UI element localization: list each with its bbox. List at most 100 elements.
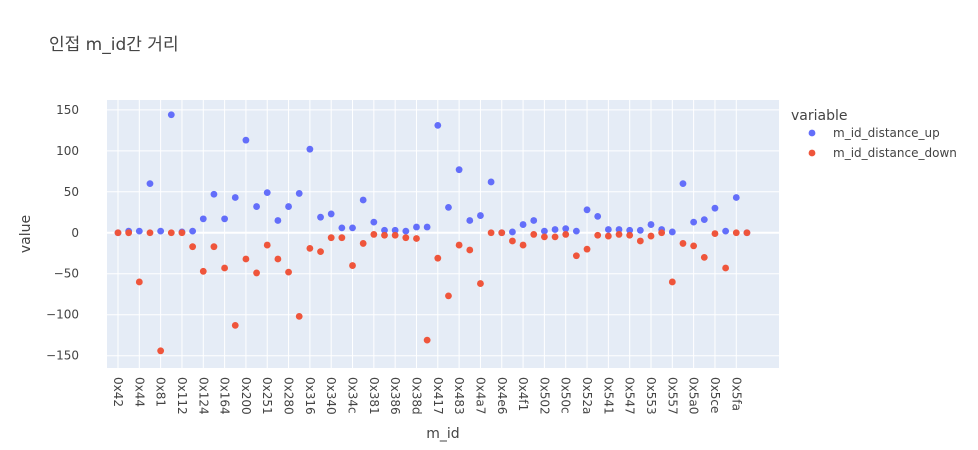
data-point-up[interactable] bbox=[338, 224, 346, 232]
data-point-up[interactable] bbox=[306, 145, 314, 153]
data-point-up[interactable] bbox=[434, 122, 442, 129]
data-point-down[interactable] bbox=[626, 231, 634, 239]
data-point-down[interactable] bbox=[135, 278, 143, 286]
data-point-up[interactable] bbox=[604, 226, 612, 233]
data-point-up[interactable] bbox=[487, 178, 495, 186]
data-point-down[interactable] bbox=[572, 252, 580, 260]
data-point-down[interactable] bbox=[285, 268, 292, 276]
data-point-down[interactable] bbox=[583, 245, 591, 253]
data-point-down[interactable] bbox=[487, 229, 495, 237]
data-point-down[interactable] bbox=[445, 292, 452, 300]
data-point-down[interactable] bbox=[263, 241, 271, 249]
data-point-down[interactable] bbox=[732, 229, 740, 237]
data-point-up[interactable] bbox=[711, 204, 719, 212]
data-point-up[interactable] bbox=[594, 212, 602, 220]
data-point-down[interactable] bbox=[167, 229, 175, 237]
data-point-up[interactable] bbox=[732, 194, 740, 201]
data-point-down[interactable] bbox=[327, 234, 335, 242]
data-point-down[interactable] bbox=[690, 242, 698, 250]
data-point-down[interactable] bbox=[114, 229, 122, 237]
data-point-up[interactable] bbox=[626, 226, 634, 234]
data-point-down[interactable] bbox=[317, 248, 324, 256]
data-point-up[interactable] bbox=[551, 226, 559, 233]
data-point-down[interactable] bbox=[722, 264, 730, 272]
data-point-down[interactable] bbox=[391, 231, 399, 239]
data-point-up[interactable] bbox=[359, 196, 367, 204]
data-point-down[interactable] bbox=[295, 312, 303, 320]
data-point-down[interactable] bbox=[178, 229, 186, 237]
data-point-up[interactable] bbox=[263, 189, 271, 197]
data-point-down[interactable] bbox=[562, 231, 570, 238]
data-point-down[interactable] bbox=[604, 232, 612, 240]
data-point-up[interactable] bbox=[135, 227, 143, 235]
data-point-down[interactable] bbox=[423, 336, 431, 344]
data-point-down[interactable] bbox=[306, 244, 314, 252]
data-point-up[interactable] bbox=[583, 206, 591, 214]
legend-marker[interactable] bbox=[808, 149, 816, 157]
data-point-up[interactable] bbox=[381, 226, 388, 234]
data-point-down[interactable] bbox=[253, 269, 260, 277]
data-point-down[interactable] bbox=[359, 240, 367, 247]
legend[interactable]: variable m_id_distance_up m_id_distance_d… bbox=[791, 108, 957, 160]
data-point-up[interactable] bbox=[562, 225, 570, 233]
legend-label[interactable]: m_id_distance_down bbox=[833, 146, 957, 160]
data-point-up[interactable] bbox=[530, 217, 538, 224]
data-point-up[interactable] bbox=[402, 227, 410, 235]
data-point-down[interactable] bbox=[743, 229, 751, 237]
data-point-down[interactable] bbox=[381, 231, 388, 239]
data-point-down[interactable] bbox=[615, 231, 623, 238]
data-point-up[interactable] bbox=[690, 218, 698, 226]
data-point-down[interactable] bbox=[498, 229, 506, 237]
data-point-down[interactable] bbox=[434, 254, 442, 262]
data-point-down[interactable] bbox=[274, 255, 282, 263]
data-point-down[interactable] bbox=[231, 321, 239, 329]
data-point-down[interactable] bbox=[455, 241, 463, 249]
data-point-up[interactable] bbox=[285, 203, 292, 210]
data-point-up[interactable] bbox=[146, 180, 154, 187]
data-point-up[interactable] bbox=[455, 166, 463, 174]
data-point-down[interactable] bbox=[551, 233, 559, 241]
data-point-up[interactable] bbox=[466, 217, 474, 224]
data-point-down[interactable] bbox=[466, 246, 474, 254]
data-point-up[interactable] bbox=[647, 221, 655, 228]
data-point-up[interactable] bbox=[370, 218, 378, 226]
data-point-down[interactable] bbox=[658, 229, 666, 237]
legend-label[interactable]: m_id_distance_up bbox=[833, 126, 940, 140]
data-point-down[interactable] bbox=[125, 229, 133, 237]
data-point-up[interactable] bbox=[636, 226, 644, 234]
data-point-up[interactable] bbox=[615, 226, 623, 233]
data-point-down[interactable] bbox=[711, 230, 719, 237]
data-point-down[interactable] bbox=[636, 237, 644, 245]
data-point-down[interactable] bbox=[157, 347, 165, 355]
data-point-up[interactable] bbox=[327, 210, 335, 218]
data-point-down[interactable] bbox=[519, 241, 527, 249]
data-point-up[interactable] bbox=[199, 215, 207, 223]
data-point-down[interactable] bbox=[349, 262, 356, 269]
legend-marker[interactable] bbox=[808, 129, 816, 137]
data-point-down[interactable] bbox=[509, 237, 516, 245]
data-point-down[interactable] bbox=[402, 234, 410, 242]
data-point-down[interactable] bbox=[679, 240, 687, 247]
data-point-down[interactable] bbox=[413, 235, 420, 242]
data-point-up[interactable] bbox=[722, 227, 730, 235]
data-point-up[interactable] bbox=[679, 180, 687, 187]
data-point-down[interactable] bbox=[146, 229, 154, 237]
data-point-up[interactable] bbox=[572, 227, 580, 235]
data-point-up[interactable] bbox=[167, 111, 175, 119]
data-point-down[interactable] bbox=[242, 255, 250, 263]
data-point-down[interactable] bbox=[594, 231, 602, 239]
data-point-up[interactable] bbox=[509, 228, 516, 236]
data-point-up[interactable] bbox=[295, 190, 303, 197]
data-point-down[interactable] bbox=[477, 280, 484, 287]
data-point-up[interactable] bbox=[700, 216, 708, 224]
data-point-up[interactable] bbox=[317, 213, 324, 221]
data-point-down[interactable] bbox=[530, 231, 538, 238]
data-point-up[interactable] bbox=[189, 227, 197, 235]
data-point-up[interactable] bbox=[221, 215, 229, 223]
data-point-down[interactable] bbox=[338, 234, 346, 242]
data-point-up[interactable] bbox=[242, 136, 250, 144]
data-point-down[interactable] bbox=[199, 267, 207, 275]
data-point-up[interactable] bbox=[423, 223, 431, 231]
data-point-up[interactable] bbox=[231, 194, 239, 201]
data-point-down[interactable] bbox=[370, 231, 378, 238]
